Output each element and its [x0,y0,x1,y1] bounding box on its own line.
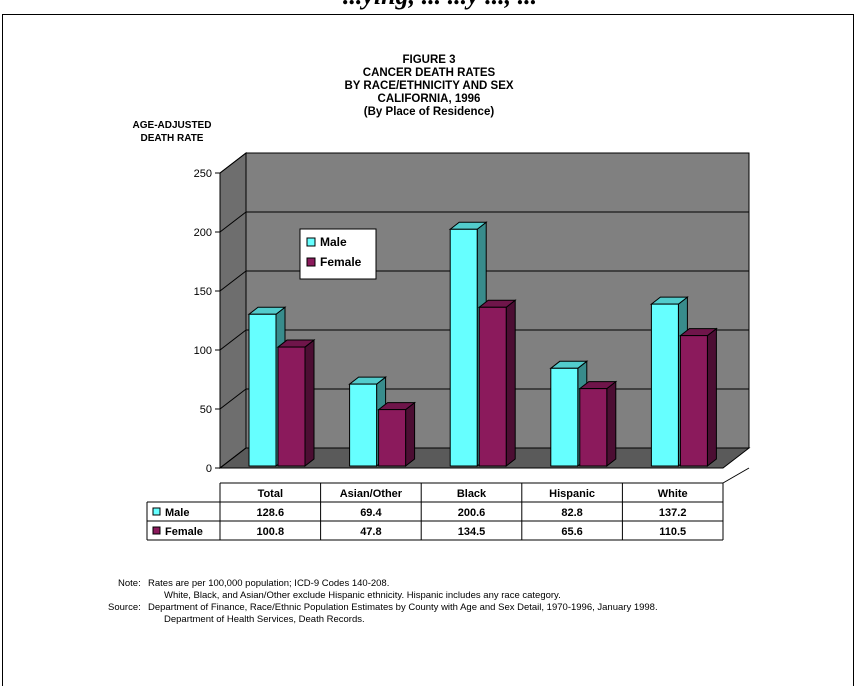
source-label: Source: [108,602,141,613]
bar-side-female-2 [505,299,516,468]
table-cell-female-4: 110.5 [659,526,686,538]
bar-male-2 [449,228,478,467]
table-cell-male-1: 69.4 [360,507,382,519]
table-swatch-female [152,526,161,535]
bar-female-0 [277,346,306,467]
table-cell-female-2: 134.5 [458,526,486,538]
legend-label-female: Female [320,255,362,269]
x-category-label-2: Black [457,488,487,500]
bar-female-3 [579,388,608,467]
table-cell-male-2: 200.6 [458,507,486,519]
plot-side-wall [219,151,247,470]
y-tick-label-100: 100 [194,345,212,357]
chart-title-line-1: FIGURE 3 [402,54,455,66]
x-category-label-1: Asian/Other [340,488,403,500]
bar-side-female-3 [606,380,617,468]
bar-side-female-1 [405,401,416,468]
header-fragment-text: ...ying, ... ...y ..., ... [343,0,537,10]
y-tick-label-50: 50 [200,404,212,416]
gridline-side-100 [219,329,247,351]
chart-title-line-3: BY RACE/ETHNICITY AND SEX [344,80,513,92]
gridline-side-0 [219,447,247,469]
source-line-1: Department of Finance, Race/Ethnic Popul… [148,602,658,613]
bar-male-1 [349,383,378,467]
table-cell-female-1: 47.8 [360,526,381,538]
chart-title-line-4: CALIFORNIA, 1996 [378,93,481,105]
chart-title-line-2: CANCER DEATH RATES [363,67,496,79]
y-axis-label-line-2: DEATH RATE [141,133,204,144]
bar-female-4 [679,335,708,467]
note-line-1: Rates are per 100,000 population; ICD-9 … [148,578,390,589]
bar-side-female-0 [304,339,315,468]
gridline-side-50 [219,388,247,410]
bar-male-4 [650,303,679,467]
table-cell-female-0: 100.8 [257,526,285,538]
table-row-label-female: Female [165,526,203,538]
table-row-label-male: Male [165,507,189,519]
legend-swatch-female [306,257,316,267]
source-line-2: Department of Health Services, Death Rec… [164,614,365,625]
bar-side-female-4 [706,327,717,468]
y-axis-label-line-1: AGE-ADJUSTED [133,120,212,131]
bar-male-0 [248,313,277,467]
y-tick-label-250: 250 [194,168,212,180]
x-category-label-0: Total [258,488,283,500]
bar-female-1 [378,409,407,467]
x-category-label-4: White [658,488,688,500]
table-cell-female-3: 65.6 [561,526,582,538]
gridline-side-150 [219,270,247,292]
y-tick-label-200: 200 [194,227,212,239]
legend-box [299,228,377,280]
y-tick-label-0: 0 [206,463,212,475]
chart-title-line-5: (By Place of Residence) [364,106,495,118]
table-cell-male-0: 128.6 [257,507,285,519]
header-fragment: ...ying, ... ...y ..., ... [343,0,537,10]
figure-frame: FIGURE 3 CANCER DEATH RATES BY RACE/ETHNIC… [2,14,854,686]
y-tick-label-150: 150 [194,286,212,298]
legend-swatch-male [306,237,316,247]
table-cell-male-3: 82.8 [561,507,582,519]
gridline-side-250 [219,152,247,174]
table-cell-male-4: 137.2 [659,507,687,519]
bar-male-3 [550,367,579,467]
gridline-side-200 [219,211,247,233]
bar-female-2 [478,306,507,467]
legend-label-male: Male [320,235,347,249]
note-label: Note: [118,578,141,589]
x-category-label-3: Hispanic [549,488,595,500]
note-line-2: White, Black, and Asian/Other exclude Hi… [164,590,561,601]
table-floor-connector [722,467,750,484]
table-swatch-male [152,507,161,516]
